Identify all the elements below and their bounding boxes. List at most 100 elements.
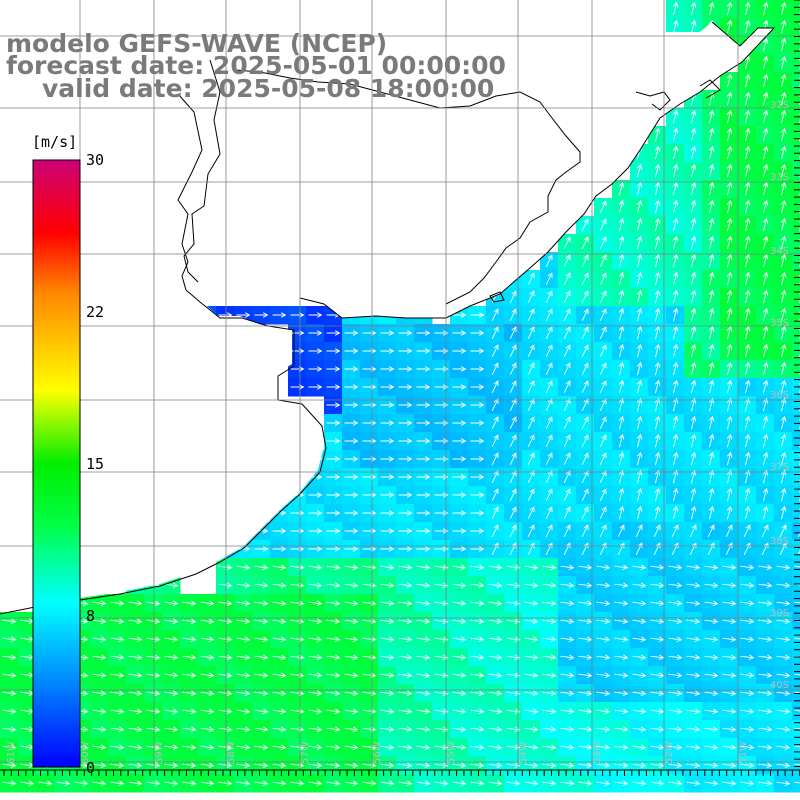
- wind-arrow: [780, 55, 787, 70]
- wind-arrow: [344, 618, 359, 625]
- wind-arrow: [326, 762, 341, 769]
- wind-arrow: [650, 582, 665, 589]
- wind-arrow: [614, 672, 629, 679]
- wind-arrow: [506, 600, 521, 607]
- wind-arrow: [236, 600, 251, 607]
- wind-cell: [792, 90, 800, 109]
- wind-arrow: [740, 564, 755, 571]
- wind-arrow: [56, 780, 71, 787]
- wind-arrow: [470, 312, 485, 318]
- wind-arrow: [704, 744, 719, 751]
- wind-arrow: [578, 708, 593, 715]
- wind-arrow: [632, 564, 647, 571]
- wind-arrow: [599, 290, 607, 304]
- wind-arrow: [326, 690, 341, 697]
- wind-arrow: [614, 708, 629, 715]
- wind-arrow: [762, 217, 769, 232]
- wind-arrow: [722, 582, 737, 589]
- wind-arrow: [672, 109, 679, 124]
- wind-arrow: [308, 312, 323, 318]
- wind-arrow: [254, 582, 269, 589]
- wind-arrow: [434, 474, 449, 480]
- wind-arrow: [636, 289, 643, 304]
- wind-arrow: [200, 672, 215, 679]
- wind-arrow: [744, 253, 751, 268]
- wind-arrow: [704, 690, 719, 697]
- wind-arrow: [524, 726, 539, 733]
- wind-arrow: [726, 415, 733, 430]
- wind-arrow: [326, 654, 341, 661]
- wind-arrow: [254, 708, 269, 715]
- wind-arrow: [236, 564, 251, 571]
- wind-arrow: [726, 487, 733, 502]
- wind-arrow: [416, 546, 431, 552]
- wind-arrow: [488, 690, 503, 697]
- wind-arrow: [491, 308, 499, 322]
- wind-arrow: [542, 690, 557, 697]
- wind-arrow: [596, 618, 611, 625]
- wind-arrow: [380, 654, 395, 661]
- wind-arrow: [236, 654, 251, 661]
- wind-arrow: [722, 708, 737, 715]
- wind-arrow: [506, 618, 521, 625]
- wind-arrow: [470, 474, 485, 480]
- wind-arrow: [524, 564, 539, 571]
- wind-arrow: [452, 564, 467, 571]
- wind-arrow: [470, 384, 485, 390]
- wind-arrow: [704, 600, 719, 607]
- wind-arrow: [416, 366, 431, 372]
- wind-arrow: [726, 505, 733, 520]
- wind-arrow: [654, 199, 661, 214]
- wind-arrow: [563, 416, 571, 430]
- wind-arrow: [452, 402, 467, 408]
- wind-arrow: [545, 380, 553, 394]
- wind-arrow: [744, 55, 751, 70]
- wind-cell: [792, 432, 800, 451]
- wind-arrow: [762, 415, 769, 430]
- wind-arrow: [164, 762, 179, 769]
- wind-arrow: [599, 434, 607, 448]
- wind-arrow: [560, 564, 575, 571]
- wind-cell: [792, 72, 800, 91]
- wind-arrow: [599, 236, 607, 250]
- wind-cell: [792, 288, 800, 307]
- wind-arrow: [762, 469, 769, 484]
- wind-arrow: [254, 636, 269, 643]
- wind-arrow: [779, 524, 787, 538]
- wind-arrow: [708, 163, 715, 178]
- wind-arrow: [618, 469, 625, 484]
- wind-arrow: [780, 235, 787, 250]
- wind-arrow: [780, 91, 787, 106]
- wind-arrow: [744, 73, 751, 88]
- wind-arrow: [398, 546, 413, 552]
- wind-arrow: [434, 456, 449, 462]
- wind-arrow: [326, 510, 341, 516]
- wind-arrow: [668, 618, 683, 625]
- wind-arrow: [581, 326, 589, 340]
- wind-arrow: [780, 379, 787, 394]
- wind-arrow: [416, 438, 431, 444]
- wind-arrow: [182, 636, 197, 643]
- wind-arrow: [146, 780, 161, 787]
- wind-arrow: [308, 384, 323, 390]
- wind-arrow: [794, 781, 800, 784]
- wind-arrow: [726, 181, 733, 196]
- wind-arrow: [704, 762, 719, 769]
- wind-arrow: [560, 582, 575, 589]
- wind-arrow: [780, 397, 787, 412]
- wind-arrow: [654, 487, 661, 502]
- wind-arrow: [92, 636, 107, 643]
- wind-arrow: [416, 636, 431, 643]
- wind-arrow: [780, 19, 787, 34]
- wind-cell: [792, 450, 800, 469]
- lon-label: 53W: [592, 741, 603, 764]
- wind-arrow: [524, 690, 539, 697]
- wind-arrow: [380, 636, 395, 643]
- wind-arrow: [672, 235, 679, 250]
- wind-arrow: [668, 744, 683, 751]
- wind-arrow: [578, 600, 593, 607]
- wind-arrow: [668, 690, 683, 697]
- wind-arrow: [308, 492, 323, 498]
- wind-arrow: [416, 708, 431, 715]
- wind-arrow: [636, 163, 643, 178]
